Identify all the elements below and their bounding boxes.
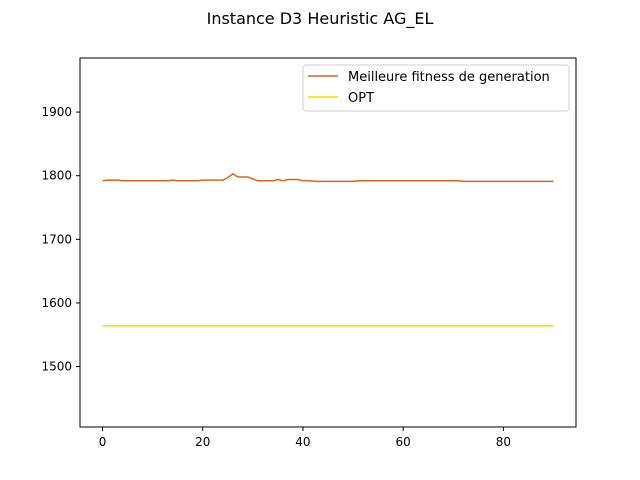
legend-box [302,64,570,112]
x-tick-label: 40 [295,435,310,449]
legend-label-opt: OPT [348,91,374,106]
legend: Meilleure fitness de generation OPT [302,64,570,112]
chart-title: Instance D3 Heuristic AG_EL [207,9,434,29]
legend-label-meilleure-fitness: Meilleure fitness de generation [348,70,550,85]
x-axis: 0 20 40 60 80 [99,427,511,449]
plot-frame [79,57,577,428]
y-tick-label: 1700 [41,232,72,246]
x-tick-label: 0 [99,435,107,449]
y-axis: 1500 1600 1700 1800 1900 [41,105,80,374]
y-tick-label: 1800 [41,169,72,183]
x-tick-label: 80 [496,435,511,449]
y-tick-label: 1900 [41,105,72,119]
y-tick-label: 1500 [41,360,72,374]
x-tick-label: 20 [195,435,210,449]
y-tick-label: 1600 [41,296,72,310]
series-line-meilleure-fitness [102,173,554,183]
x-tick-label: 60 [396,435,411,449]
plot-series [102,173,554,327]
